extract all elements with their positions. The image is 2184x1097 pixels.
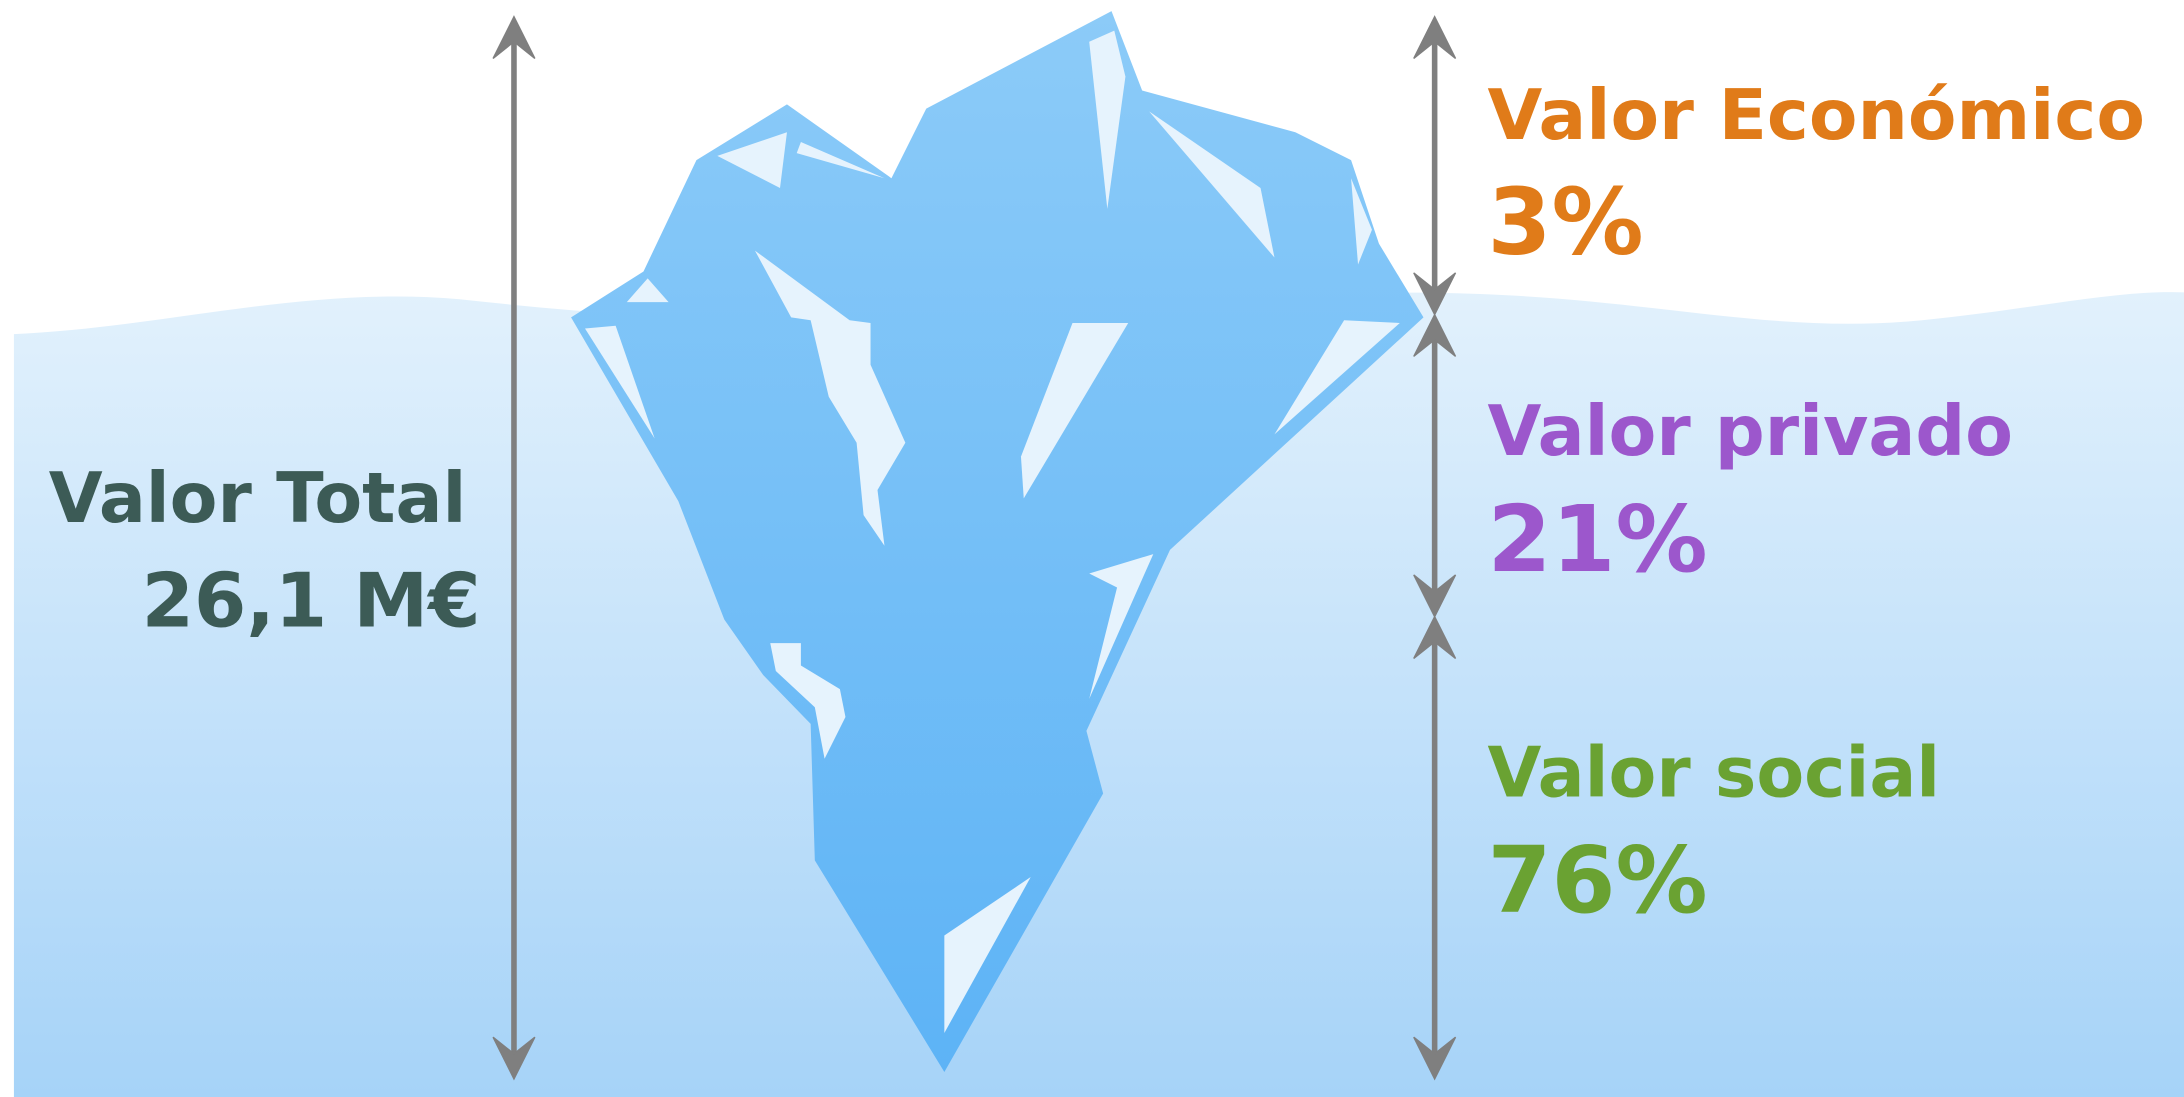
total-value: 26,1 M€ <box>142 556 481 644</box>
segment-value: 21% <box>1488 486 1708 593</box>
segment-value: 3% <box>1488 168 1644 275</box>
segment-value: 76% <box>1488 827 1708 934</box>
total-label: Valor Total <box>49 458 467 539</box>
segment-label: Valor social <box>1488 732 1941 813</box>
segment-label: Valor Económico <box>1488 75 2145 156</box>
page: {"total": {"label": "Valor Total", "valu… <box>0 0 2184 1097</box>
iceberg-diagram: Valor Total 26,1 M€ Valor Económico 3% V… <box>0 0 2184 1097</box>
segment-label: Valor privado <box>1488 391 2013 472</box>
